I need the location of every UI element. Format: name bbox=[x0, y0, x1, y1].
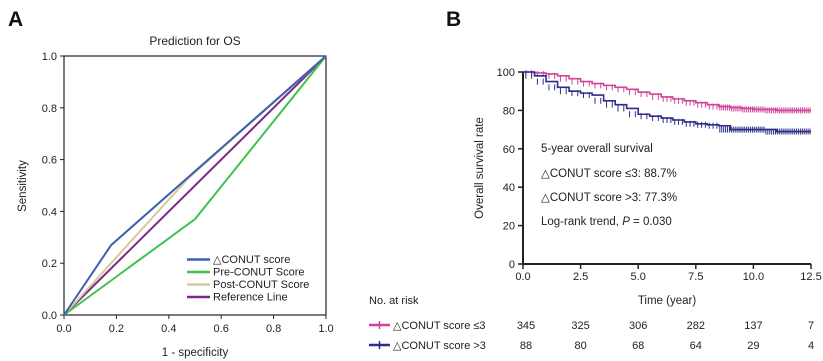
panel-a-x-tick-label: 0.0 bbox=[56, 323, 71, 335]
panel-b-x-tick-label: 12.5 bbox=[800, 271, 821, 283]
annotation-title: 5-year overall survival bbox=[541, 143, 653, 155]
roc-line bbox=[63, 55, 327, 316]
panel-b-y-tick-label: 20 bbox=[503, 221, 515, 233]
risk-count: 137 bbox=[744, 320, 762, 332]
panel-b-y-tick-label: 0 bbox=[509, 259, 515, 271]
panel-b-y-ticks: 0 20 40 60 80 100 bbox=[497, 67, 523, 271]
panel-b: B 0.0 2.5 5.0 7.5 10.0 12.5 0 20 40 60 80 100 Time… bbox=[369, 8, 822, 352]
logrank-p-symbol: P bbox=[622, 216, 630, 228]
panel-b-series bbox=[523, 69, 811, 135]
risk-count: 88 bbox=[520, 340, 532, 352]
panel-b-y-tick-label: 60 bbox=[503, 144, 515, 156]
risk-count: 4 bbox=[808, 340, 814, 352]
risk-count: 64 bbox=[690, 340, 702, 352]
panel-a-x-tick-label: 0.6 bbox=[214, 323, 229, 335]
panel-b-y-tick-label: 100 bbox=[497, 67, 515, 79]
legend-entry: Pre-CONUT Score bbox=[213, 267, 304, 279]
annotation-high-score: △CONUT score >3: 77.3% bbox=[541, 192, 677, 204]
panel-b-x-tick-label: 5.0 bbox=[631, 271, 646, 283]
panel-b-x-tick-label: 10.0 bbox=[743, 271, 764, 283]
panel-a-frame bbox=[63, 55, 327, 316]
censor-marks bbox=[525, 72, 811, 135]
annotation-low-score: △CONUT score ≤3: 88.7% bbox=[541, 168, 677, 180]
annotation-logrank: Log-rank trend, P = 0.030 bbox=[541, 216, 672, 228]
panel-a-y-tick-label: 0.4 bbox=[42, 206, 57, 218]
legend-entry: Reference Line bbox=[213, 292, 288, 304]
panel-a-label: A bbox=[8, 8, 23, 31]
panel-b-y-tick-label: 40 bbox=[503, 182, 515, 194]
logrank-prefix: Log-rank trend, bbox=[541, 216, 622, 228]
panel-a: A Prediction for OS 0.0 0.2 0.4 0.6 0.8 1.0 0… bbox=[8, 8, 334, 359]
panel-a-x-label: 1 - specificity bbox=[162, 347, 229, 359]
panel-b-x-label: Time (year) bbox=[638, 295, 697, 307]
panel-a-title: Prediction for OS bbox=[149, 34, 240, 48]
panel-a-y-tick-label: 0.8 bbox=[42, 103, 57, 115]
panel-a-x-tick-label: 1.0 bbox=[318, 323, 333, 335]
risk-row: △CONUT score ≤3 345 325 306 282 137 7 bbox=[369, 320, 814, 332]
panel-b-x-tick-label: 0.0 bbox=[515, 271, 530, 283]
panel-a-x-ticks: 0.0 0.2 0.4 0.6 0.8 1.0 bbox=[56, 315, 334, 335]
roc-line bbox=[63, 55, 327, 316]
panel-b-x-tick-label: 7.5 bbox=[688, 271, 703, 283]
panel-a-y-ticks: 0.0 0.2 0.4 0.6 0.8 1.0 bbox=[42, 51, 64, 322]
risk-count: 29 bbox=[747, 340, 759, 352]
risk-count: 306 bbox=[629, 320, 647, 332]
risk-row-label: △CONUT score >3 bbox=[393, 340, 486, 352]
panel-a-series bbox=[63, 55, 327, 316]
logrank-value: = 0.030 bbox=[630, 216, 672, 228]
panel-a-x-tick-label: 0.4 bbox=[161, 323, 176, 335]
legend-entry: △CONUT score bbox=[213, 254, 290, 266]
risk-row-label: △CONUT score ≤3 bbox=[393, 320, 486, 332]
panel-a-y-tick-label: 1.0 bbox=[42, 51, 57, 63]
panel-b-x-ticks: 0.0 2.5 5.0 7.5 10.0 12.5 bbox=[515, 264, 822, 283]
survival-curve bbox=[523, 71, 811, 133]
risk-count: 282 bbox=[687, 320, 705, 332]
panel-b-label: B bbox=[446, 8, 461, 31]
panel-a-x-tick-label: 0.8 bbox=[266, 323, 281, 335]
panel-b-x-tick-label: 2.5 bbox=[573, 271, 588, 283]
risk-table: No. at risk △CONUT score ≤3 345 325 306 282 13… bbox=[369, 295, 814, 352]
panel-a-y-tick-label: 0.6 bbox=[42, 155, 57, 167]
panel-a-x-tick-label: 0.2 bbox=[109, 323, 124, 335]
risk-count: 345 bbox=[517, 320, 535, 332]
panel-a-y-tick-label: 0.0 bbox=[42, 310, 57, 322]
survival-curve bbox=[523, 71, 811, 112]
panel-a-y-label: Sensitivity bbox=[17, 160, 29, 212]
risk-count: 325 bbox=[571, 320, 589, 332]
risk-table-title: No. at risk bbox=[369, 295, 419, 307]
risk-row: △CONUT score >3 88 80 68 64 29 4 bbox=[369, 340, 814, 352]
panel-a-y-tick-label: 0.2 bbox=[42, 258, 57, 270]
risk-count: 80 bbox=[574, 340, 586, 352]
panel-b-y-tick-label: 80 bbox=[503, 105, 515, 117]
risk-count: 68 bbox=[632, 340, 644, 352]
roc-line bbox=[63, 55, 327, 316]
legend-entry: Post-CONUT Score bbox=[213, 279, 309, 291]
panel-b-y-label: Overall survival rate bbox=[474, 117, 486, 219]
risk-count: 7 bbox=[808, 320, 814, 332]
